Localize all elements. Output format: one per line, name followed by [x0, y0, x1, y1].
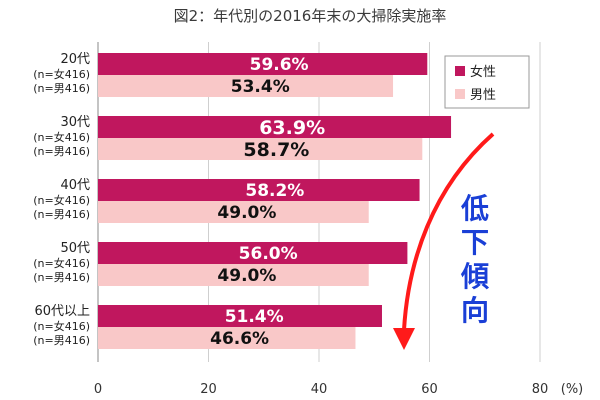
category-label: 20代: [60, 52, 90, 67]
value-label-female: 56.0%: [239, 244, 298, 264]
category-sample-size: (n=女416): [33, 67, 90, 81]
legend-box: [444, 55, 530, 109]
legend-label-male: 男性: [470, 88, 496, 103]
trend-arrow: [402, 132, 495, 331]
category-label: 40代: [60, 178, 90, 193]
category-sample-size: (n=男416): [33, 208, 90, 221]
legend-label-female: 女性: [470, 64, 496, 80]
trend-label-char: 傾: [460, 260, 490, 293]
bar-female: [98, 179, 420, 201]
chart-title: 図2：年代別の2016年末の大掃除実施率: [174, 7, 447, 25]
category-sample-size: (n=女416): [33, 193, 90, 207]
trend-label-char: 下: [461, 226, 489, 259]
value-label-male: 58.7%: [243, 139, 309, 161]
x-tick-label: 60: [421, 382, 438, 397]
trend-label-char: 低: [460, 192, 489, 225]
category-sample-size: (n=男416): [33, 82, 90, 95]
bar-male: [98, 201, 369, 223]
trend-arrow-head: [393, 328, 415, 350]
bar-female: [98, 53, 428, 75]
value-label-male: 46.6%: [210, 329, 269, 349]
x-tick-label: 40: [311, 382, 328, 397]
x-tick-label: 0: [94, 382, 102, 397]
bar-female: [98, 116, 452, 138]
category-labels: 20代(n=女416)(n=男416)30代(n=女416)(n=男416)40…: [33, 52, 90, 347]
bar-male: [98, 327, 356, 349]
bar-male: [98, 138, 423, 160]
category-label: 30代: [60, 115, 90, 130]
x-axis-ticks: 0 20 40 60 80: [94, 382, 548, 397]
x-tick-label: 20: [200, 382, 217, 397]
x-axis-unit: (%): [561, 382, 584, 397]
value-label-female: 59.6%: [250, 55, 309, 75]
category-sample-size: (n=女416): [33, 256, 90, 270]
value-label-female: 51.4%: [225, 307, 284, 327]
value-label-male: 49.0%: [217, 203, 276, 223]
category-sample-size: (n=男416): [33, 334, 90, 347]
legend: 女性 男性: [444, 55, 530, 109]
bars-group: 59.6%53.4%63.9%58.7%58.2%49.0%56.0%49.0%…: [98, 53, 452, 349]
bar-female: [98, 305, 382, 327]
legend-swatch-male: [455, 89, 465, 99]
legend-swatch-female: [455, 66, 465, 76]
value-label-male: 49.0%: [217, 266, 276, 286]
category-sample-size: (n=男416): [33, 271, 90, 284]
bar-male: [98, 75, 394, 97]
category-sample-size: (n=女416): [33, 319, 90, 333]
bar-female: [98, 242, 408, 264]
value-label-male: 53.4%: [231, 77, 290, 97]
trend-label-char: 向: [461, 294, 489, 327]
x-tick-label: 80: [532, 382, 549, 397]
category-sample-size: (n=女416): [33, 130, 90, 144]
value-label-female: 58.2%: [245, 181, 304, 201]
value-label-female: 63.9%: [259, 117, 325, 139]
category-label: 50代: [60, 241, 90, 256]
category-label: 60代以上: [34, 304, 90, 319]
category-sample-size: (n=男416): [33, 145, 90, 158]
bar-male: [98, 264, 369, 286]
